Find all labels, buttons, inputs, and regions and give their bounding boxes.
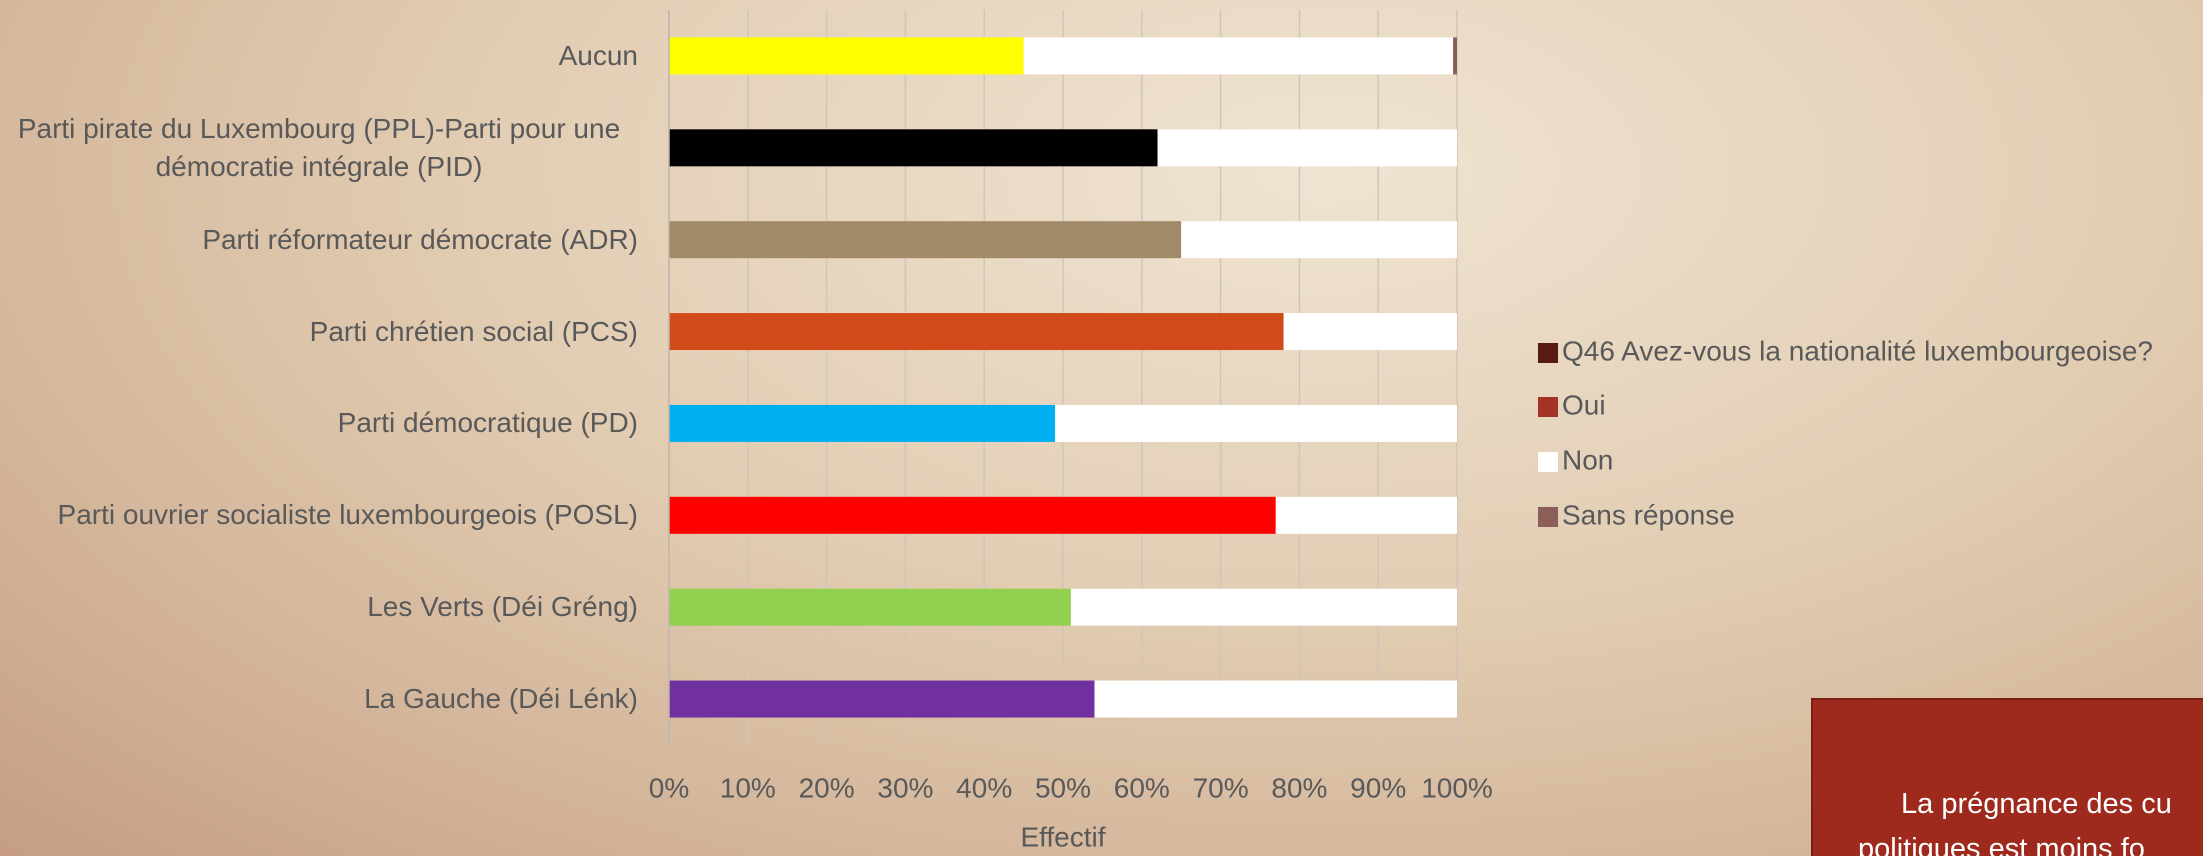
legend-swatch: [1538, 507, 1558, 527]
x-tick-label: 40%: [956, 772, 1012, 803]
note-line: politiques est moins fo: [1858, 833, 2145, 856]
y-tick-label: Parti réformateur démocrate (ADR): [202, 223, 638, 255]
legend-title: Q46 Avez-vous la nationalité luxembourge…: [1562, 335, 2153, 366]
y-tick-label: La Gauche (Déi Lénk): [364, 683, 638, 715]
x-tick-label: 30%: [877, 772, 933, 803]
y-tick-label: Parti pirate du Luxembourg (PPL)-Parti p…: [17, 112, 621, 182]
legend-swatch: [1538, 343, 1558, 363]
bar: [1275, 496, 1457, 534]
x-tick-label: 60%: [1114, 772, 1170, 803]
x-tick-label: 20%: [799, 772, 855, 803]
y-tick-label: Les Verts (Déi Gréng): [367, 591, 638, 623]
bar: [1055, 404, 1457, 442]
x-tick-label: 10%: [720, 772, 776, 803]
x-tick-label: 70%: [1193, 772, 1249, 803]
bar: [669, 37, 1024, 75]
x-axis-title: Effectif: [1020, 821, 1105, 852]
y-tick-label: Parti ouvrier socialiste luxembourgeois …: [57, 499, 638, 531]
legend-label: Non: [1562, 444, 1613, 475]
bar: [669, 496, 1276, 534]
bar: [1023, 37, 1454, 75]
bar: [669, 129, 1158, 167]
y-tick-label: Parti chrétien social (PCS): [309, 315, 638, 347]
bar: [1453, 37, 1457, 75]
bar: [669, 221, 1182, 259]
legend-swatch: [1538, 397, 1558, 417]
x-tick-label: 0%: [649, 772, 689, 803]
bar: [1181, 221, 1457, 259]
legend-label: Sans réponse: [1562, 499, 1735, 530]
bar: [669, 313, 1284, 351]
x-tick-label: 100%: [1421, 772, 1493, 803]
legend-label: Oui: [1562, 389, 1606, 420]
bar: [1094, 680, 1457, 718]
note-box: La prégnance des cu politiques est moins…: [1811, 698, 2203, 856]
note-line: La prégnance des cu: [1901, 788, 2172, 820]
x-tick-label: 90%: [1350, 772, 1406, 803]
legend-swatch: [1538, 452, 1558, 472]
bar: [1157, 129, 1457, 167]
x-tick-label: 80%: [1271, 772, 1327, 803]
y-tick-label: Parti démocratique (PD): [337, 407, 638, 439]
bar: [669, 404, 1056, 442]
y-tick-label: Aucun: [558, 39, 638, 71]
bar: [669, 680, 1095, 718]
bar: [669, 588, 1071, 626]
bar: [1070, 588, 1457, 626]
x-tick-label: 50%: [1035, 772, 1091, 803]
bar: [1283, 313, 1457, 351]
